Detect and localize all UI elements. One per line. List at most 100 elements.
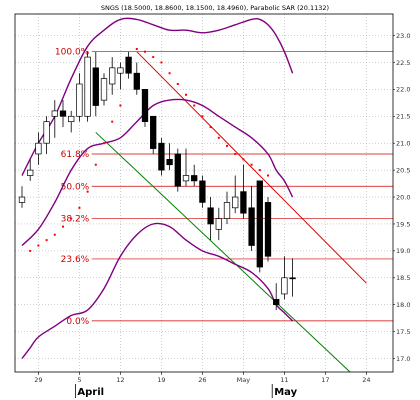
y-tick-label: 22.5: [396, 59, 410, 67]
sar-dot: [152, 56, 155, 59]
candle: [174, 148, 181, 192]
sar-dot: [185, 93, 187, 96]
fib-level-label: 100.0%: [55, 48, 90, 58]
month-label: May: [274, 387, 297, 398]
lower-channel-line: [95, 132, 351, 373]
y-tick-label: 17.5: [396, 328, 410, 336]
candle-body: [150, 115, 157, 149]
fib-level-label: 61.8%: [61, 150, 90, 160]
candle-body: [223, 202, 231, 219]
sar-dot: [258, 169, 261, 172]
sar-dot: [45, 239, 48, 242]
candle: [264, 197, 272, 262]
month-label: April: [77, 387, 104, 398]
sar-dot: [160, 61, 163, 64]
candle: [68, 110, 75, 133]
middle-band: [21, 98, 294, 247]
sar-dot: [135, 47, 138, 50]
chart-title: SNGS (18.5000, 18.8600, 18.1500, 18.4960…: [101, 4, 329, 12]
sar-dot: [193, 104, 196, 107]
y-tick-label: 20.5: [396, 166, 410, 174]
candle-body: [215, 218, 222, 230]
candle: [191, 164, 198, 187]
candle-body: [166, 159, 173, 166]
sar-dot: [94, 163, 97, 166]
candle: [59, 100, 67, 128]
candle-body: [289, 277, 296, 280]
candle-body: [256, 180, 263, 268]
candle: [51, 100, 58, 138]
sar-dot: [70, 217, 73, 220]
candle: [223, 191, 231, 224]
fibonacci-levels: 100.0% 61.8% 50.0% 38.2% 23.6% 0.0%: [55, 48, 393, 327]
candle: [141, 89, 149, 128]
candle: [289, 258, 296, 297]
y-tick-label: 17.0: [396, 355, 410, 363]
candle: [84, 51, 91, 122]
candle: [117, 62, 124, 90]
fib-level-label: 0.0%: [66, 317, 89, 327]
sar-dot: [242, 158, 245, 161]
sar-dot: [226, 144, 228, 147]
y-tick-label: 18.5: [396, 274, 410, 282]
candle-body: [240, 191, 247, 214]
x-tick-label: 26: [198, 376, 206, 384]
sar-dot: [201, 115, 204, 118]
sar-dot: [209, 126, 212, 129]
candle-body: [51, 110, 58, 117]
candle: [43, 116, 50, 154]
candle-body: [264, 202, 272, 257]
sar-dot: [217, 136, 220, 139]
candle: [207, 197, 214, 241]
candle: [232, 175, 239, 214]
sar-dot: [37, 244, 40, 247]
candle-body: [18, 196, 26, 203]
candle-body: [158, 142, 165, 171]
candle-body: [27, 169, 34, 176]
candle: [256, 180, 263, 273]
candle: [273, 283, 280, 311]
candle: [199, 175, 206, 208]
candle-body: [125, 56, 132, 74]
candle-body: [43, 121, 50, 144]
lower-band: [21, 222, 294, 359]
candle-body: [109, 67, 116, 85]
candle: [215, 207, 222, 241]
candle-body: [68, 115, 75, 123]
candle-body: [182, 175, 190, 182]
sar-dot: [103, 142, 105, 145]
price-bands: [21, 17, 294, 359]
x-tick-label: 24: [362, 376, 370, 384]
trend-channels: [95, 51, 367, 373]
y-tick-label: 21.5: [396, 113, 410, 121]
candle: [109, 57, 116, 95]
candle-body: [84, 56, 91, 117]
fib-level-label: 50.0%: [61, 182, 90, 192]
y-tick-label: 22.0: [396, 86, 410, 94]
candle-body: [273, 298, 280, 306]
candle-body: [59, 110, 67, 117]
sar-dot: [119, 104, 122, 107]
sar-dot: [144, 50, 146, 53]
candle-body: [76, 83, 83, 117]
candle: [150, 115, 157, 154]
candle: [182, 148, 190, 187]
axes: 17.0 17.5 18.0 18.5 19.0 19.5 20.0 20.5 21.0 21.5…: [14, 13, 410, 398]
candle: [76, 73, 83, 122]
candle-body: [117, 67, 124, 74]
x-tick-label: 5: [77, 376, 81, 384]
y-tick-label: 23.0: [396, 32, 410, 40]
candle-body: [92, 67, 99, 106]
candle-body: [133, 72, 140, 90]
candle: [281, 256, 288, 300]
y-tick-label: 19.0: [396, 247, 410, 255]
candle-body: [174, 153, 181, 187]
candle: [158, 137, 165, 176]
parabolic-sar: [29, 47, 269, 252]
candle: [27, 159, 34, 181]
x-tick-label: 19: [157, 376, 165, 384]
candle: [125, 51, 132, 79]
x-tick-label: 29: [34, 376, 42, 384]
